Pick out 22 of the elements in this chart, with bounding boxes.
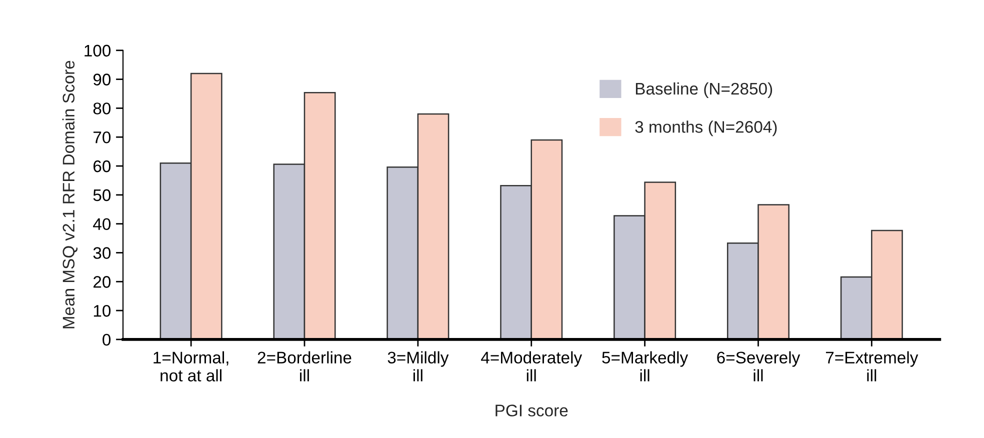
x-tick-label: 2=Borderline ill: [258, 351, 352, 382]
y-tick-label: 20: [93, 276, 111, 288]
y-tick-label: 100: [84, 44, 111, 57]
y-tick-label: 80: [93, 102, 111, 114]
y-tick-label: 50: [93, 189, 111, 202]
y-tick-label: 90: [93, 74, 111, 86]
x-tick-label: 3=Mildly ill: [388, 351, 449, 382]
legend-label: Baseline (N=2850): [636, 82, 772, 98]
x-tick-label: 7=Extremely ill: [826, 351, 918, 382]
x-tick-label: 1=Normal, not at all: [154, 351, 228, 382]
x-axis-title: PGI score: [496, 404, 568, 416]
legend-label: 3 months (N=2604): [635, 120, 777, 136]
y-axis-title: Mean MSQ v2.1 RFR Domain Score: [62, 60, 78, 328]
y-tick-label: 40: [93, 218, 111, 230]
x-tick-label: 6=Severely ill: [717, 351, 800, 382]
y-tick-label: 0: [102, 334, 111, 346]
x-tick-label: 5=Markedly ill: [602, 351, 688, 382]
x-tick-label: 4=Moderately ill: [481, 351, 582, 382]
y-tick-label: 60: [94, 160, 111, 172]
y-tick-label: 10: [94, 304, 111, 317]
y-tick-label: 30: [93, 247, 111, 259]
y-tick-label: 70: [94, 131, 111, 144]
